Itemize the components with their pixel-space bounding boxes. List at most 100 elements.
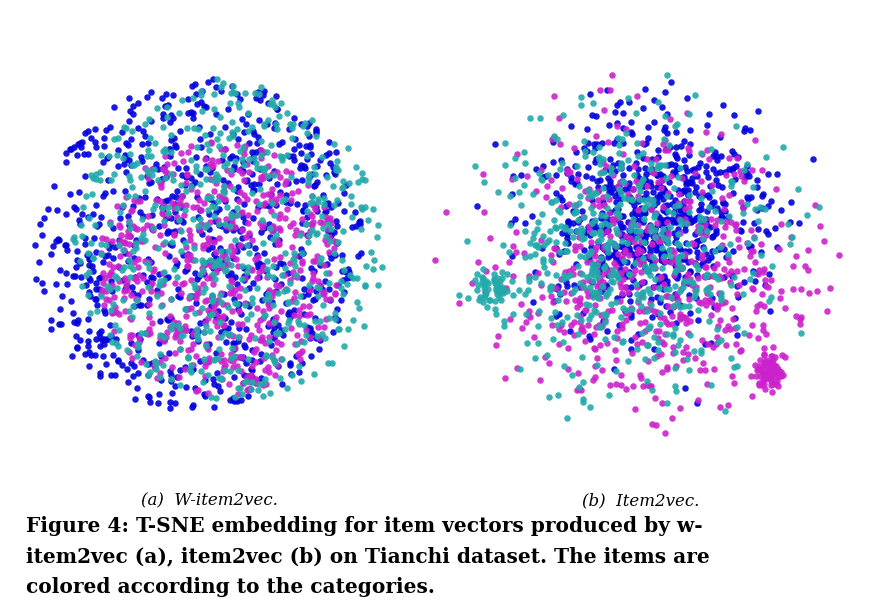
Point xyxy=(623,127,637,137)
Point xyxy=(211,306,225,315)
Point xyxy=(184,254,198,264)
Point xyxy=(247,185,261,195)
Point xyxy=(652,297,666,307)
Point xyxy=(671,243,685,253)
Point xyxy=(160,315,174,325)
Point xyxy=(136,271,150,280)
Point xyxy=(675,263,689,273)
Point xyxy=(150,104,164,114)
Point xyxy=(668,121,682,131)
Point xyxy=(698,127,712,137)
Point xyxy=(699,218,713,228)
Point xyxy=(660,191,674,201)
Point xyxy=(676,355,690,365)
Point xyxy=(295,214,309,224)
Point xyxy=(81,314,95,324)
Point xyxy=(230,124,244,134)
Point xyxy=(211,216,225,225)
Point xyxy=(301,178,315,187)
Point xyxy=(754,290,768,300)
Point xyxy=(650,352,664,361)
Point xyxy=(186,364,200,374)
Point xyxy=(508,153,522,163)
Point xyxy=(722,164,736,173)
Point xyxy=(609,365,623,375)
Point xyxy=(753,239,767,249)
Point xyxy=(111,133,125,143)
Point xyxy=(548,270,562,280)
Point xyxy=(581,222,595,232)
Point xyxy=(639,304,653,314)
Point xyxy=(672,214,686,223)
Point xyxy=(119,280,133,290)
Point xyxy=(537,240,551,249)
Point xyxy=(651,97,665,107)
Point xyxy=(351,251,364,261)
Point xyxy=(199,102,213,112)
Point xyxy=(561,238,575,248)
Point xyxy=(250,258,264,268)
Point xyxy=(475,272,489,282)
Point xyxy=(324,218,338,228)
Point xyxy=(81,290,95,300)
Point xyxy=(224,268,238,277)
Point xyxy=(537,352,551,362)
Point xyxy=(720,321,734,331)
Point xyxy=(46,240,60,250)
Point xyxy=(596,208,610,218)
Point xyxy=(119,167,133,176)
Point xyxy=(737,203,751,213)
Point xyxy=(629,214,643,223)
Point xyxy=(74,220,88,230)
Point xyxy=(593,286,607,296)
Point xyxy=(82,274,96,283)
Point xyxy=(540,171,554,181)
Point xyxy=(176,330,190,340)
Point xyxy=(632,194,646,204)
Point xyxy=(630,226,644,236)
Point xyxy=(550,134,564,144)
Point xyxy=(632,173,646,183)
Point xyxy=(246,373,260,382)
Point xyxy=(126,201,140,211)
Point xyxy=(202,339,216,349)
Point xyxy=(181,264,194,274)
Point xyxy=(213,129,227,138)
Point xyxy=(578,252,592,262)
Point xyxy=(631,297,645,307)
Point xyxy=(226,362,240,371)
Point xyxy=(652,283,666,292)
Point xyxy=(120,286,134,295)
Point xyxy=(619,307,633,317)
Point xyxy=(683,147,697,156)
Point xyxy=(630,176,644,185)
Point xyxy=(228,298,242,308)
Point xyxy=(761,202,775,211)
Point xyxy=(470,285,484,295)
Point xyxy=(220,158,234,167)
Point xyxy=(715,240,729,250)
Point xyxy=(261,271,275,280)
Point xyxy=(607,239,621,248)
Point xyxy=(644,177,657,187)
Point xyxy=(294,376,308,386)
Point xyxy=(237,159,251,169)
Point xyxy=(761,170,775,179)
Point xyxy=(602,194,616,204)
Point xyxy=(109,334,123,344)
Point xyxy=(115,361,129,370)
Point xyxy=(601,306,615,316)
Point xyxy=(582,89,596,99)
Point xyxy=(475,277,489,287)
Point xyxy=(699,214,713,224)
Point xyxy=(296,161,310,171)
Point xyxy=(637,355,651,364)
Point xyxy=(746,284,760,294)
Point xyxy=(656,172,670,181)
Point xyxy=(513,364,527,374)
Point xyxy=(124,314,138,324)
Point xyxy=(569,200,583,210)
Point xyxy=(552,339,566,349)
Point xyxy=(568,161,582,171)
Point xyxy=(65,351,78,361)
